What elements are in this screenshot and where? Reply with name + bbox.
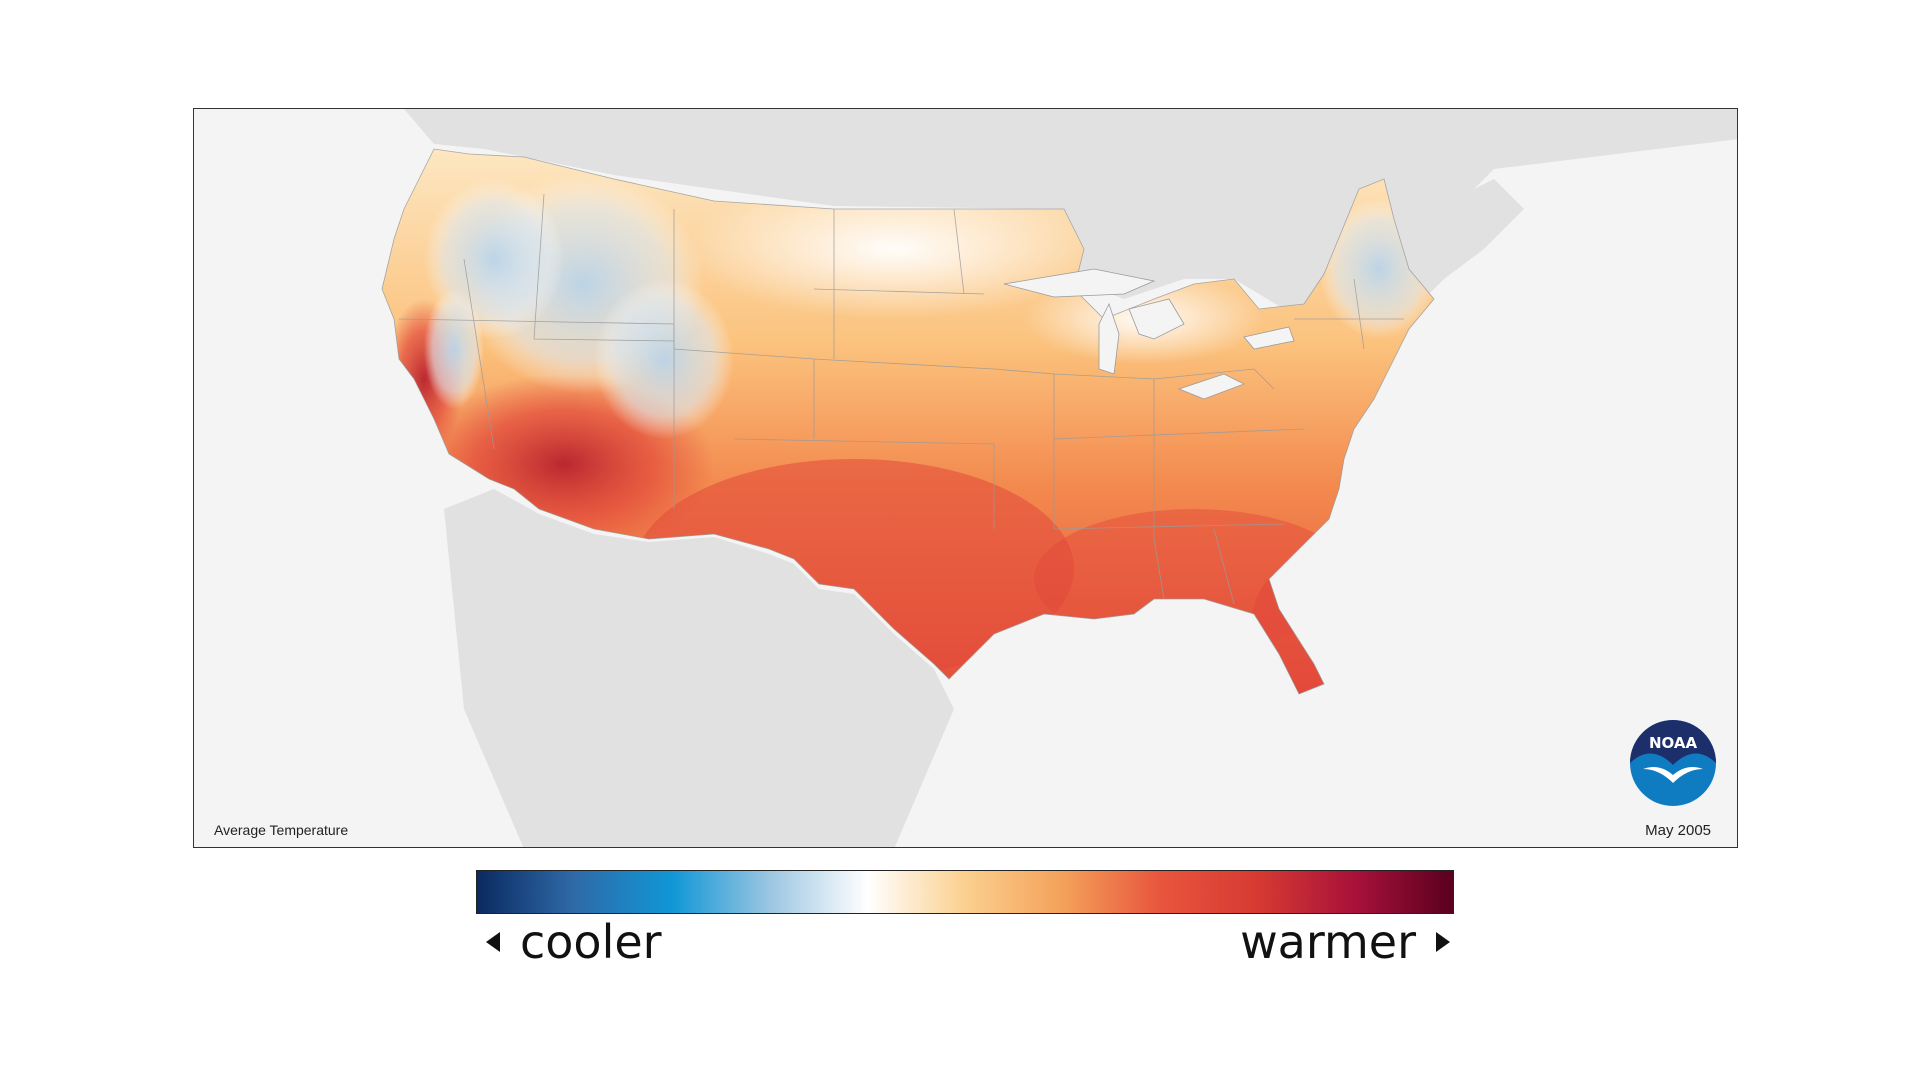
state-borders	[381, 148, 1435, 695]
temperature-map	[381, 109, 1737, 847]
map-date: May 2005	[1645, 822, 1711, 839]
cooler-label: cooler	[520, 915, 662, 969]
legend-warmer: warmer	[1240, 912, 1450, 972]
noaa-logo: NOAA	[1629, 719, 1717, 807]
arrow-left-icon	[486, 932, 500, 952]
temperature-colorbar	[476, 870, 1454, 914]
legend-cooler: cooler	[486, 912, 662, 972]
warmer-label: warmer	[1240, 915, 1416, 969]
map-panel: NOAA Average Temperature May 2005	[193, 108, 1738, 848]
map-title: Average Temperature	[214, 822, 349, 838]
arrow-right-icon	[1436, 932, 1450, 952]
great-lakes	[1003, 268, 1295, 400]
noaa-logo-text: NOAA	[1649, 734, 1698, 752]
